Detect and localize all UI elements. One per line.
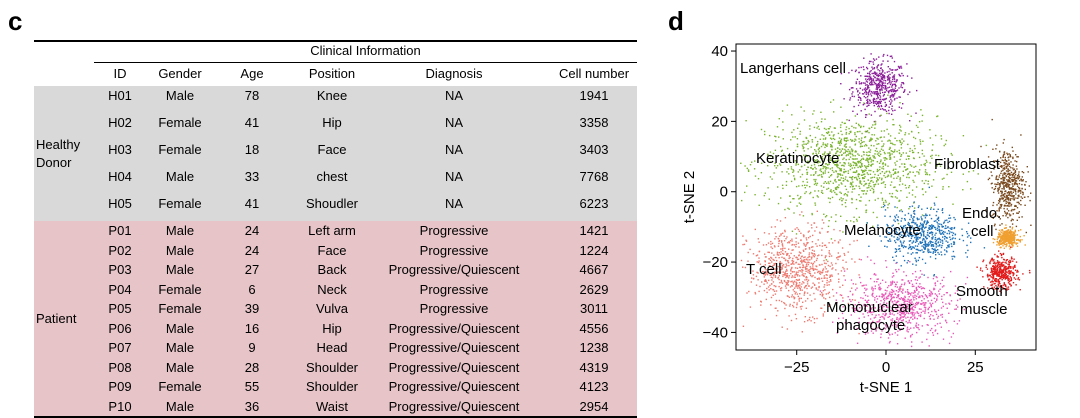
table-title: Clinical Information	[94, 43, 637, 59]
table-cell: 24	[227, 243, 277, 259]
x-tick-label: 0	[882, 359, 890, 376]
column-header: Cell number	[549, 66, 639, 82]
table-header-rule	[94, 62, 637, 63]
table-cell: Progressive/Quiescent	[364, 340, 544, 356]
tsne-plot: −25 0 25 −40 −20 0 20 40 Langerhans cell Keratin…	[668, 30, 1080, 400]
table-cell: Progressive/Quiescent	[364, 321, 544, 337]
table-cell: 7768	[549, 169, 639, 185]
table-cell: 4319	[549, 360, 639, 376]
table-cell: 4667	[549, 262, 639, 278]
table-cell: Progressive/Quiescent	[364, 262, 544, 278]
table-cell: 24	[227, 223, 277, 239]
panel-label-c: c	[8, 8, 22, 34]
column-header: Gender	[135, 66, 225, 82]
table-cell: Female	[135, 196, 225, 212]
table-cell: Progressive/Quiescent	[364, 360, 544, 376]
x-axis-label: t-SNE 1	[860, 379, 913, 396]
table-cell: Male	[135, 88, 225, 104]
group-label: Patient	[36, 310, 90, 328]
y-tick-label: −20	[703, 254, 728, 271]
table-cell: Male	[135, 399, 225, 415]
table-cell: 27	[227, 262, 277, 278]
table-cell: Male	[135, 223, 225, 239]
y-tick-label: 20	[711, 113, 728, 130]
table-cell: 28	[227, 360, 277, 376]
y-tick-label: −40	[703, 324, 728, 341]
table-cell: Progressive/Quiescent	[364, 379, 544, 395]
table-cell: NA	[364, 169, 544, 185]
table-cell: 2629	[549, 282, 639, 298]
table-cell: Male	[135, 321, 225, 337]
table-cell: Male	[135, 360, 225, 376]
table-cell: 16	[227, 321, 277, 337]
table-cell: Progressive	[364, 301, 544, 317]
cluster-label: Keratinocyte	[756, 150, 839, 167]
table-cell: 1238	[549, 340, 639, 356]
table-top-rule	[34, 40, 637, 42]
x-tick-label: 25	[967, 359, 984, 376]
group-label: Healthy Donor	[36, 136, 90, 172]
table-cell: 6	[227, 282, 277, 298]
cluster-label: Endo.cell	[962, 205, 1001, 240]
table-cell: Progressive	[364, 223, 544, 239]
table-cell: Progressive	[364, 243, 544, 259]
table-cell: NA	[364, 196, 544, 212]
table-cell: 1421	[549, 223, 639, 239]
table-cell: NA	[364, 115, 544, 131]
table-cell: 78	[227, 88, 277, 104]
table-cell: NA	[364, 88, 544, 104]
table-cell: Progressive	[364, 282, 544, 298]
table-cell: 4556	[549, 321, 639, 337]
table-cell: 18	[227, 142, 277, 158]
table-cell: Male	[135, 243, 225, 259]
table-cell: Female	[135, 142, 225, 158]
table-cell: 1224	[549, 243, 639, 259]
table-cell: 9	[227, 340, 277, 356]
table-cell: 4123	[549, 379, 639, 395]
table-cell: Female	[135, 282, 225, 298]
x-tick-label: −25	[784, 359, 809, 376]
column-header: Age	[227, 66, 277, 82]
table-cell: Male	[135, 262, 225, 278]
table-cell: 41	[227, 115, 277, 131]
cluster-points	[993, 224, 1026, 249]
cluster-label: Melanocyte	[844, 222, 921, 239]
table-cell: Female	[135, 379, 225, 395]
table-cell: 55	[227, 379, 277, 395]
table-cell: Progressive/Quiescent	[364, 399, 544, 415]
table-cell: 3358	[549, 115, 639, 131]
y-tick-label: 0	[720, 184, 728, 201]
table-cell: 1941	[549, 88, 639, 104]
table-cell: 2954	[549, 399, 639, 415]
table-cell: 36	[227, 399, 277, 415]
cluster-label: Fibroblast	[934, 156, 1001, 173]
cluster-label: T cell	[746, 261, 782, 278]
cluster-label: Langerhans cell	[740, 60, 846, 77]
table-cell: 6223	[549, 196, 639, 212]
table-cell: Female	[135, 115, 225, 131]
column-header: Diagnosis	[364, 66, 544, 82]
table-cell: Male	[135, 340, 225, 356]
table-cell: 39	[227, 301, 277, 317]
table-cell: 33	[227, 169, 277, 185]
table-cell: Female	[135, 301, 225, 317]
y-tick-label: 40	[711, 43, 728, 60]
table-cell: 3403	[549, 142, 639, 158]
table-cell: Male	[135, 169, 225, 185]
table-bottom-rule	[34, 416, 637, 418]
y-axis-label: t-SNE 2	[681, 171, 698, 224]
table-cell: 3011	[549, 301, 639, 317]
table-cell: NA	[364, 142, 544, 158]
table-cell: 41	[227, 196, 277, 212]
